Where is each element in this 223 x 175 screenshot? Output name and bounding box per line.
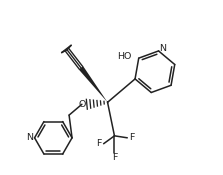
Text: F: F bbox=[112, 153, 117, 162]
Text: F: F bbox=[97, 139, 102, 148]
Polygon shape bbox=[79, 66, 107, 102]
Text: O: O bbox=[79, 100, 86, 109]
Text: HO: HO bbox=[117, 52, 131, 61]
Text: N: N bbox=[159, 44, 166, 53]
Text: N: N bbox=[26, 133, 33, 142]
Text: F: F bbox=[129, 133, 134, 142]
